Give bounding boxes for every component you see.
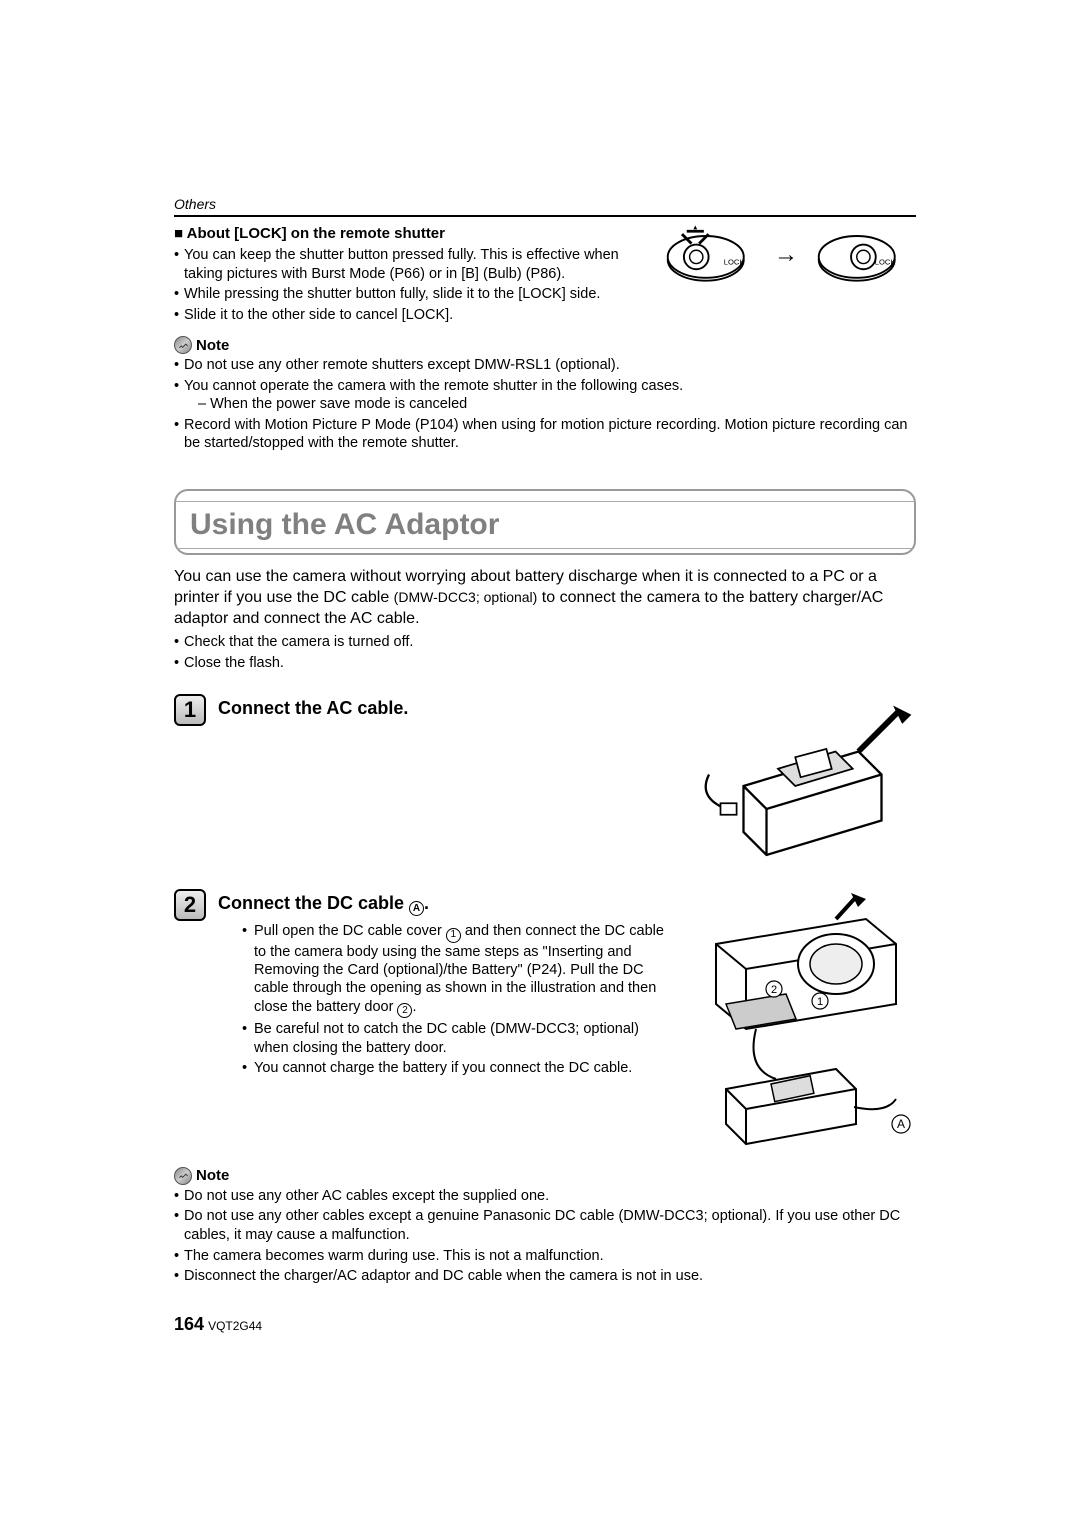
step-2-item: Be careful not to catch the DC cable (DM… [242,1020,674,1057]
page-title: Using the AC Adaptor [190,508,900,542]
charger-illustration [686,694,916,867]
lock-section: About [LOCK] on the remote shutter You c… [174,225,916,326]
page-number: 164 [174,1314,204,1334]
intro-check: Close the flash. [174,654,916,673]
note1-item: Record with Motion Picture P Mode (P104)… [174,416,916,453]
svg-text:2: 2 [771,984,777,996]
intro-check: Check that the camera is turned off. [174,633,916,652]
step-1: 1 Connect the AC cable. [174,694,916,867]
note2-item: Do not use any other cables except a gen… [174,1207,916,1244]
section-header: Others [174,196,916,217]
lock-bullets: You can keep the shutter button pressed … [174,246,636,324]
step-2-title: Connect the DC cable A. [218,893,674,916]
svg-text:LOCK: LOCK [875,258,896,267]
step-2: 2 Connect the DC cable A. Pull open the … [174,889,916,1149]
note2-list: Do not use any other AC cables except th… [174,1187,916,1286]
note-label: Note [196,337,229,354]
remote-illustration: LOCK → LOCK [656,225,916,285]
intro-checks: Check that the camera is turned off. Clo… [174,633,916,672]
manual-page: Others About [LOCK] on the remote shutte… [174,196,916,1335]
note-heading: Note [174,336,916,354]
callout-2: 2 [397,1003,412,1018]
title-block: Using the AC Adaptor [174,489,916,555]
step-number: 1 [174,694,206,726]
note2-item: Do not use any other AC cables except th… [174,1187,916,1206]
step-2-title-b: . [424,893,429,913]
note2-item: Disconnect the charger/AC adaptor and DC… [174,1267,916,1286]
note-2-section: Note Do not use any other AC cables exce… [174,1167,916,1286]
step-1-title: Connect the AC cable. [218,698,674,719]
step-2-item: You cannot charge the battery if you con… [242,1059,674,1077]
camera-illustration: 2 1 A [686,889,916,1149]
callout-1: 1 [446,928,461,943]
page-footer: 164 VQT2G44 [174,1314,916,1335]
svg-text:LOCK: LOCK [724,258,745,267]
svg-text:1: 1 [817,996,823,1008]
lock-bullet: You can keep the shutter button pressed … [174,246,636,283]
intro-accessory: (DMW-DCC3; optional) [394,589,538,605]
svg-text:A: A [897,1117,905,1131]
note1-item: Do not use any other remote shutters exc… [174,356,916,375]
lock-heading: About [LOCK] on the remote shutter [174,225,636,242]
lock-bullet: Slide it to the other side to cancel [LO… [174,306,636,325]
intro-text: You can use the camera without worrying … [174,567,916,629]
ref-letter-A: A [409,901,424,916]
note-heading: Note [174,1167,916,1185]
remote-after-icon: LOCK [814,225,909,285]
step-number: 2 [174,889,206,921]
step-2-item: Pull open the DC cable cover 1 and then … [242,922,674,1018]
note1-subitem: When the power save mode is canceled [198,395,916,414]
remote-before-icon: LOCK [663,225,758,285]
step-2-title-a: Connect the DC cable [218,893,409,913]
arrow-icon: → [774,241,798,269]
note1-list: Do not use any other remote shutters exc… [174,356,916,453]
note-icon [174,336,192,354]
note2-item: The camera becomes warm during use. This… [174,1247,916,1266]
note1-item: You cannot operate the camera with the r… [174,377,916,414]
note-icon [174,1167,192,1185]
note-label: Note [196,1167,229,1184]
note1-item-text: You cannot operate the camera with the r… [184,378,683,394]
step-2-list: Pull open the DC cable cover 1 and then … [218,922,674,1077]
doc-code: VQT2G44 [208,1319,262,1333]
lock-bullet: While pressing the shutter button fully,… [174,285,636,304]
